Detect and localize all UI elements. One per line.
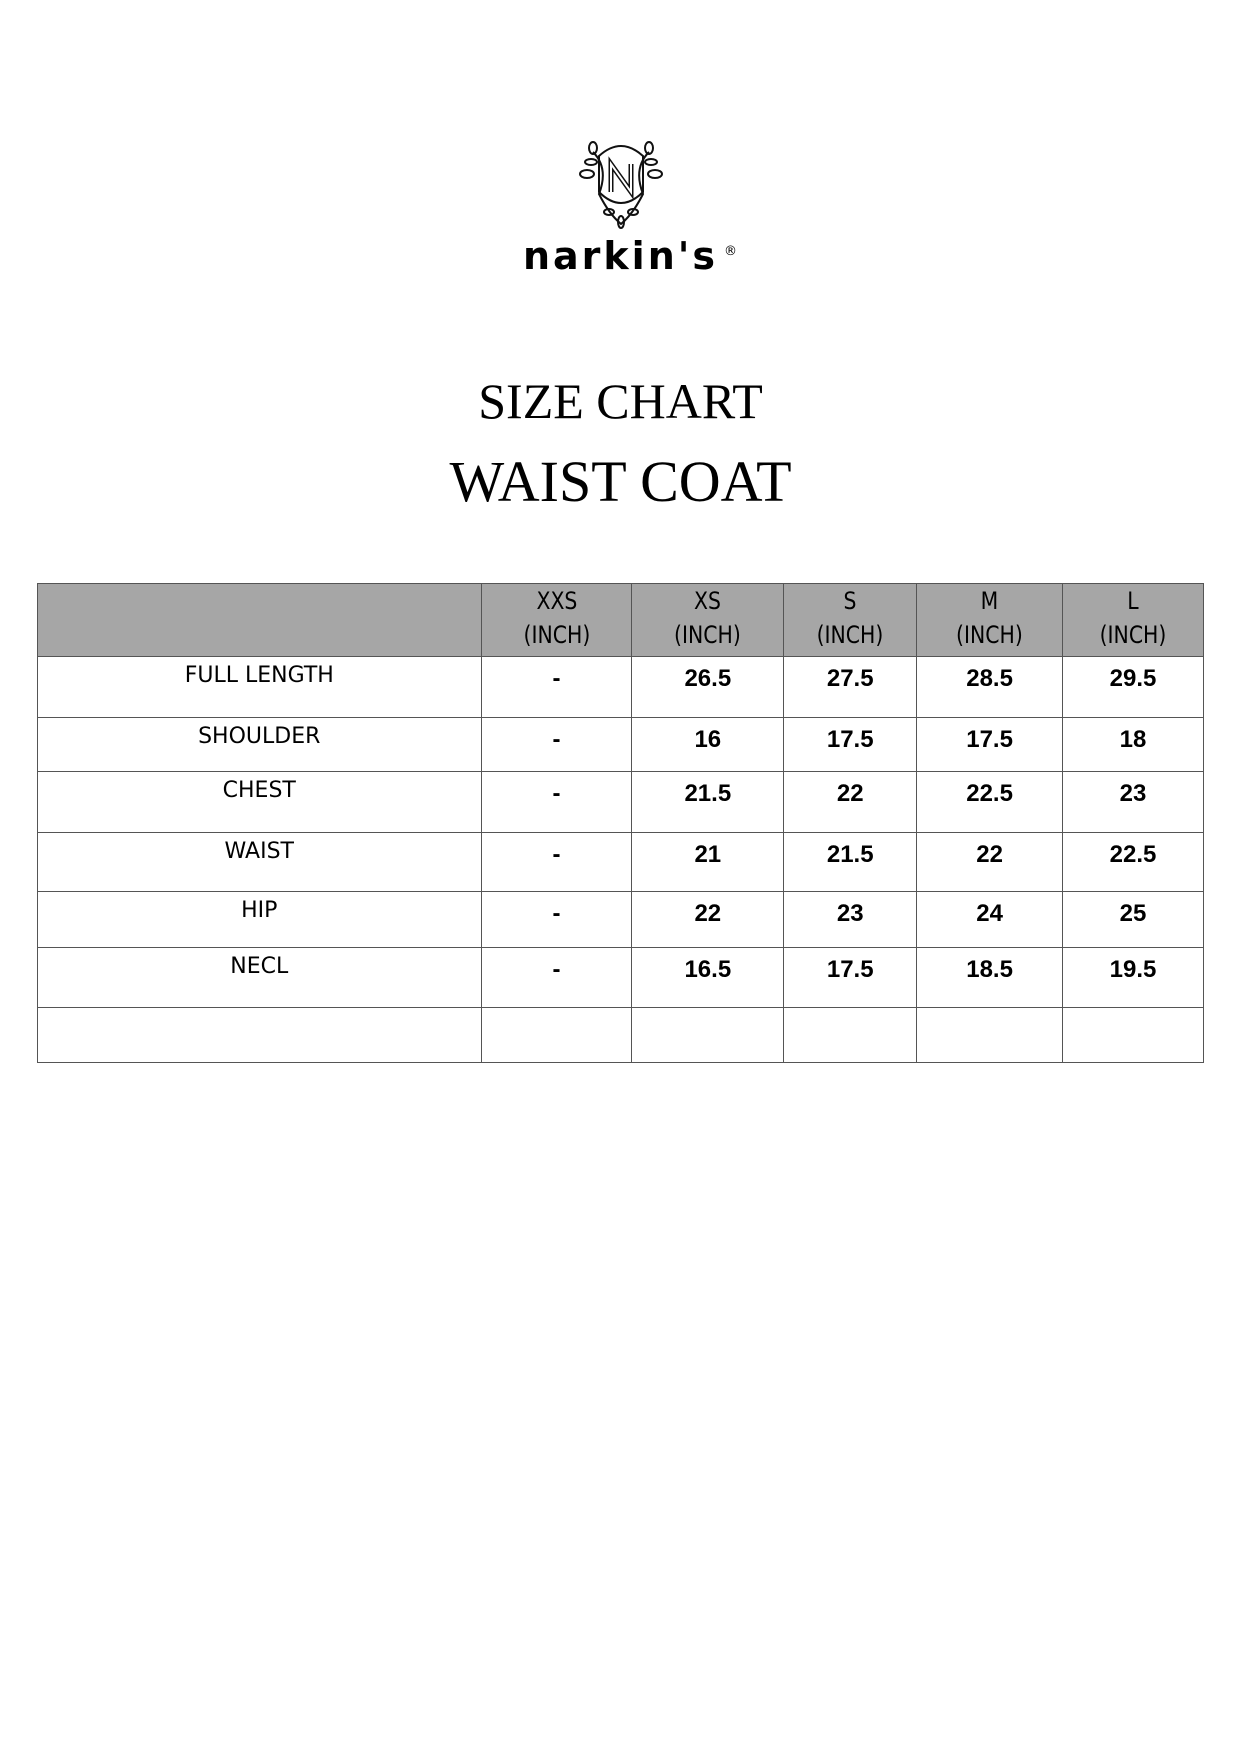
- cell: 22: [783, 771, 918, 833]
- cell: -: [480, 771, 633, 833]
- cell: -: [480, 717, 633, 772]
- cell: 21.5: [631, 771, 785, 833]
- cell: -: [480, 891, 633, 948]
- table-row: CHEST - 21.5 22 22.5 23: [37, 771, 1204, 833]
- header-blank: [37, 583, 482, 657]
- cell: 21.5: [783, 832, 918, 892]
- cell: -: [480, 947, 633, 1008]
- cell: [916, 1007, 1064, 1063]
- header-s: S (INCH): [783, 583, 918, 657]
- row-label: SHOULDER: [37, 717, 482, 772]
- cell: 16: [631, 717, 785, 772]
- cell: 29.5: [1062, 656, 1204, 718]
- row-label: FULL LENGTH: [37, 656, 482, 718]
- cell: 22: [631, 891, 785, 948]
- table-row: HIP - 22 23 24 25: [37, 891, 1204, 948]
- cell: 17.5: [783, 947, 918, 1008]
- emblem-icon: [578, 141, 663, 229]
- cell: [37, 1007, 482, 1063]
- cell: 17.5: [916, 717, 1064, 772]
- size-chart-table: XXS (INCH) XS (INCH) S (INCH) M (INCH) L (INC…: [37, 583, 1204, 1063]
- header-m: M (INCH): [916, 583, 1064, 657]
- cell: 16.5: [631, 947, 785, 1008]
- cell: 23: [1062, 771, 1204, 833]
- row-label: NECL: [37, 947, 482, 1008]
- page-title: SIZE CHART: [478, 373, 763, 429]
- table-row: NECL - 16.5 17.5 18.5 19.5: [37, 947, 1204, 1008]
- cell: 23: [783, 891, 918, 948]
- cell: 28.5: [916, 656, 1064, 718]
- cell: [1062, 1007, 1204, 1063]
- header-xs: XS (INCH): [631, 583, 785, 657]
- cell: 26.5: [631, 656, 785, 718]
- table-row: FULL LENGTH - 26.5 27.5 28.5 29.5: [37, 656, 1204, 718]
- cell: 22.5: [1062, 832, 1204, 892]
- cell: 22: [916, 832, 1064, 892]
- brand-wordmark: narkin's ®: [522, 234, 741, 278]
- table-row: WAIST - 21 21.5 22 22.5: [37, 832, 1204, 892]
- brand-logo: narkin's ®: [0, 134, 1241, 276]
- cell: 21: [631, 832, 785, 892]
- cell: [480, 1007, 633, 1063]
- row-label: WAIST: [37, 832, 482, 892]
- header-row: XXS (INCH) XS (INCH) S (INCH) M (INCH) L (INC…: [37, 583, 1204, 657]
- cell: -: [480, 832, 633, 892]
- cell: 18.5: [916, 947, 1064, 1008]
- product-title: WAIST COAT: [449, 449, 792, 514]
- header-l: L (INCH): [1062, 583, 1204, 657]
- cell: 24: [916, 891, 1064, 948]
- row-label: CHEST: [37, 771, 482, 833]
- row-label: HIP: [37, 891, 482, 948]
- cell: 22.5: [916, 771, 1064, 833]
- cell: -: [480, 656, 633, 718]
- cell: 25: [1062, 891, 1204, 948]
- cell: 18: [1062, 717, 1204, 772]
- table-row: SHOULDER - 16 17.5 17.5 18: [37, 717, 1204, 772]
- cell: 17.5: [783, 717, 918, 772]
- empty-row: [37, 1007, 1204, 1063]
- cell: 19.5: [1062, 947, 1204, 1008]
- cell: [631, 1007, 785, 1063]
- cell: 27.5: [783, 656, 918, 718]
- header-xxs: XXS (INCH): [480, 583, 633, 657]
- cell: [783, 1007, 918, 1063]
